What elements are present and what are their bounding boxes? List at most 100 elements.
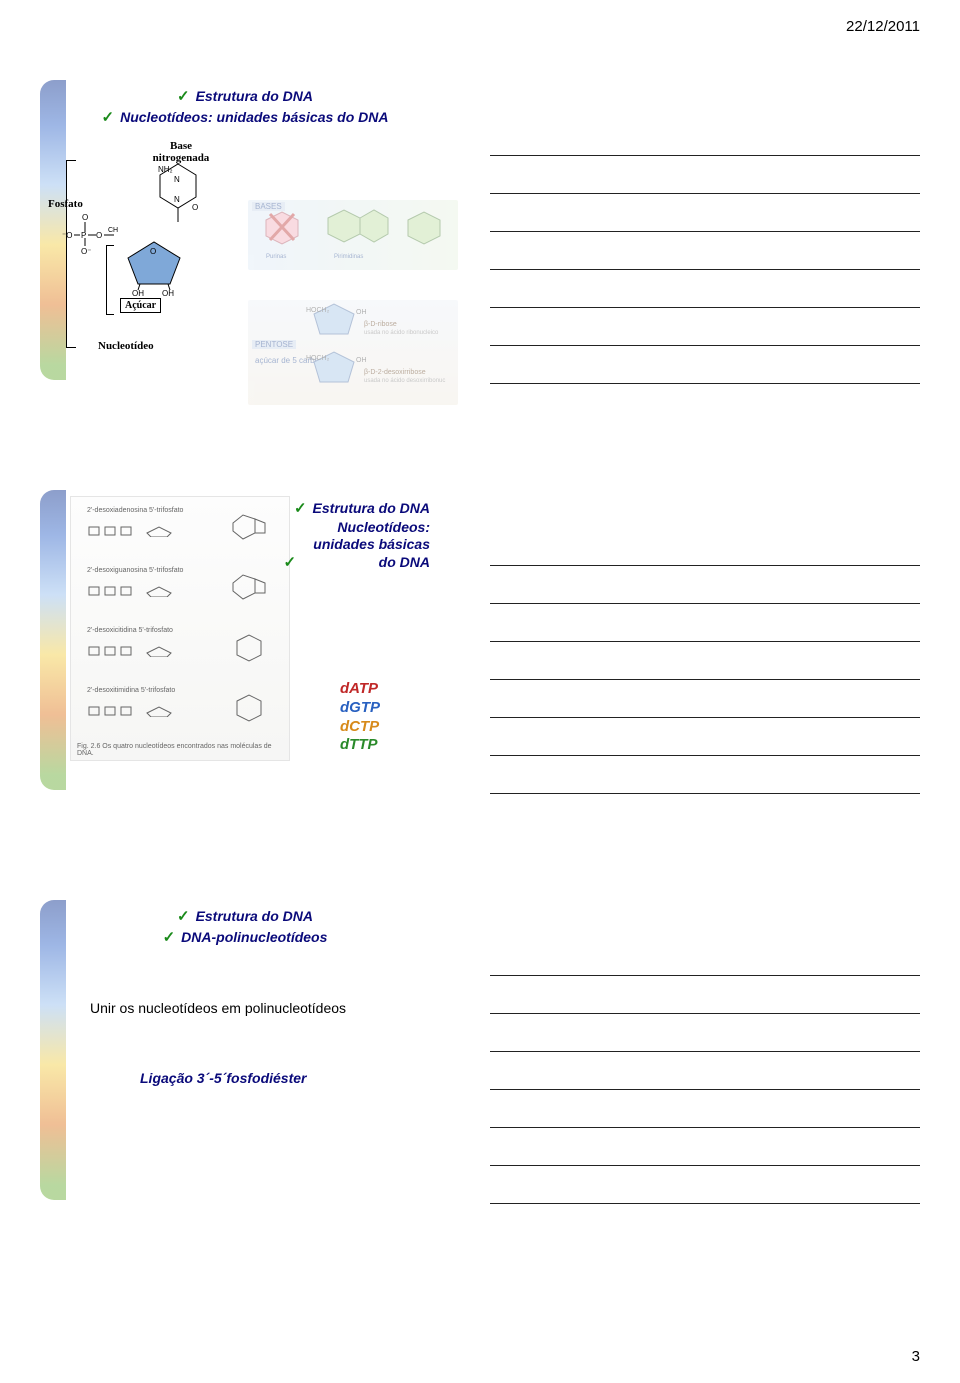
note-line [490, 976, 920, 1014]
slide-1-diagram: Base nitrogenada Fosfato Açúcar Nucleotí… [68, 140, 450, 380]
note-line [490, 1128, 920, 1166]
note-line [490, 642, 920, 680]
note-line [490, 156, 920, 194]
note-line [490, 528, 920, 566]
svg-text:OH: OH [356, 309, 367, 316]
svg-text:NH₂: NH₂ [158, 165, 173, 174]
checkmark-icon: ✓ [294, 500, 307, 519]
molecule-dctp: 2'-desoxicitidina 5'-trifosfato [81, 623, 281, 678]
slide-2-title-2: ✓ Nucleotídeos: unidades básicas do DNA [284, 519, 430, 573]
label-base: Base nitrogenada [146, 140, 216, 164]
slide-1-heading: ✓ Estrutura do DNA ✓ Nucleotídeos: unida… [40, 88, 450, 128]
note-line [490, 1052, 920, 1090]
ntp-list: dATP dGTP dCTP dTTP [340, 680, 380, 755]
bases-panel: BASES Purinas Pirimidinas [248, 200, 458, 270]
figure-caption: Fig. 2.6 Os quatro nucleotídeos encontra… [77, 743, 289, 757]
note-line [490, 346, 920, 384]
svg-text:usada no ácido desoxirribonuc: usada no ácido desoxirribonuc [364, 378, 445, 384]
sugar-pentagon: O OH OH [122, 240, 186, 298]
notes-area-3 [490, 900, 920, 1204]
molecule-dttp: 2'-desoxitimidina 5'-trifosfato [81, 683, 281, 738]
molecule-dgtp: 2'-desoxiguanosina 5'-trifosfato [81, 563, 281, 618]
slide-2: 2'-desoxiadenosina 5'-trifosfato 2'-deso… [40, 490, 450, 790]
molecule-label: 2'-desoxitimidina 5'-trifosfato [87, 687, 175, 694]
molecule-label: 2'-desoxicitidina 5'-trifosfato [87, 627, 173, 634]
svg-text:OH: OH [162, 289, 174, 298]
row-1: ✓ Estrutura do DNA ✓ Nucleotídeos: unida… [40, 80, 920, 384]
row-2: 2'-desoxiadenosina 5'-trifosfato 2'-deso… [40, 490, 920, 794]
note-line [490, 566, 920, 604]
svg-text:usada no ácido ribonucleico: usada no ácido ribonucleico [364, 330, 439, 336]
ntp-dttp: dTTP [340, 736, 380, 755]
note-line [490, 938, 920, 976]
note-line [490, 232, 920, 270]
molecule-label: 2'-desoxiadenosina 5'-trifosfato [87, 507, 183, 514]
slide-3-title-2: ✓ DNA-polinucleotídeos [163, 929, 328, 948]
svg-text:O: O [192, 203, 198, 212]
checkmark-icon: ✓ [177, 88, 190, 107]
title-text: Nucleotídeos: unidades básicas do DNA [120, 109, 388, 127]
note-line [490, 194, 920, 232]
notes-area-2 [490, 490, 920, 794]
note-line [490, 1166, 920, 1204]
decorative-strip [40, 490, 66, 790]
slide-3-body-2: Ligação 3´-5´fosfodiéster [140, 1070, 306, 1086]
svg-text:Pirimidinas: Pirimidinas [334, 254, 363, 260]
title-text: Estrutura do DNA [196, 908, 313, 926]
pentose-panel: PENTOSE açúcar de 5 carbonos HOCH₂ OH β-… [248, 300, 458, 405]
svg-text:N: N [174, 195, 180, 204]
checkmark-icon: ✓ [163, 929, 176, 948]
svg-text:P: P [81, 231, 86, 240]
note-line [490, 1014, 920, 1052]
svg-text:CH₂: CH₂ [108, 227, 118, 234]
slide-1-title-2: ✓ Nucleotídeos: unidades básicas do DNA [102, 109, 389, 128]
svg-text:O⁻: O⁻ [81, 247, 91, 256]
nucleotide-structures-figure: 2'-desoxiadenosina 5'-trifosfato 2'-deso… [70, 496, 290, 761]
slide-2-title-1: ✓ Estrutura do DNA [284, 500, 430, 519]
slide-2-heading: ✓ Estrutura do DNA ✓ Nucleotídeos: unida… [284, 500, 430, 573]
note-line [490, 756, 920, 794]
ntp-dctp: dCTP [340, 718, 380, 737]
ntp-datp: dATP [340, 680, 380, 699]
label-nucleotideo: Nucleotídeo [98, 340, 154, 352]
svg-text:O: O [82, 213, 88, 222]
svg-text:β-D-ribose: β-D-ribose [364, 321, 397, 328]
page-date: 22/12/2011 [846, 18, 920, 35]
svg-text:N: N [174, 175, 180, 184]
phosphate-group: O ⁻O P O CH₂ O⁻ [62, 212, 118, 258]
slide-1-title-1: ✓ Estrutura do DNA [177, 88, 313, 107]
title-text: Nucleotídeos: unidades básicas do DNA [300, 519, 430, 572]
checkmark-icon: ✓ [177, 908, 190, 927]
notes-area-1 [490, 80, 920, 384]
checkmark-icon: ✓ [284, 554, 297, 571]
title-text: DNA-polinucleotídeos [181, 929, 327, 947]
slide-3-heading: ✓ Estrutura do DNA ✓ DNA-polinucleotídeo… [40, 908, 450, 948]
slide-3-title-1: ✓ Estrutura do DNA [177, 908, 313, 927]
checkmark-icon: ✓ [102, 109, 115, 128]
slide-3: ✓ Estrutura do DNA ✓ DNA-polinucleotídeo… [40, 900, 450, 1200]
svg-text:O: O [96, 231, 102, 240]
slide-3-body-1: Unir os nucleotídeos em polinucleotídeos [90, 1000, 346, 1016]
title-text: Estrutura do DNA [196, 88, 313, 106]
svg-text:⁻O: ⁻O [62, 231, 72, 240]
note-line [490, 1090, 920, 1128]
molecule-label: 2'-desoxiguanosina 5'-trifosfato [87, 567, 183, 574]
svg-text:OH: OH [356, 357, 367, 364]
note-line [490, 308, 920, 346]
ntp-dgtp: dGTP [340, 699, 380, 718]
note-line [490, 680, 920, 718]
hexagon-base: NH₂ O N N [156, 162, 200, 227]
row-3: ✓ Estrutura do DNA ✓ DNA-polinucleotídeo… [40, 900, 920, 1204]
svg-text:O: O [150, 247, 156, 256]
page-number: 3 [912, 1348, 920, 1365]
molecule-datp: 2'-desoxiadenosina 5'-trifosfato [81, 503, 281, 558]
title-text: Estrutura do DNA [313, 500, 430, 518]
svg-text:Purinas: Purinas [266, 254, 286, 260]
svg-text:HOCH₂: HOCH₂ [306, 307, 330, 314]
note-line [490, 270, 920, 308]
note-line [490, 118, 920, 156]
svg-text:β-D-2-desoxirribose: β-D-2-desoxirribose [364, 369, 426, 376]
svg-text:OH: OH [132, 289, 144, 298]
svg-text:HOCH₂: HOCH₂ [306, 355, 330, 362]
note-line [490, 604, 920, 642]
